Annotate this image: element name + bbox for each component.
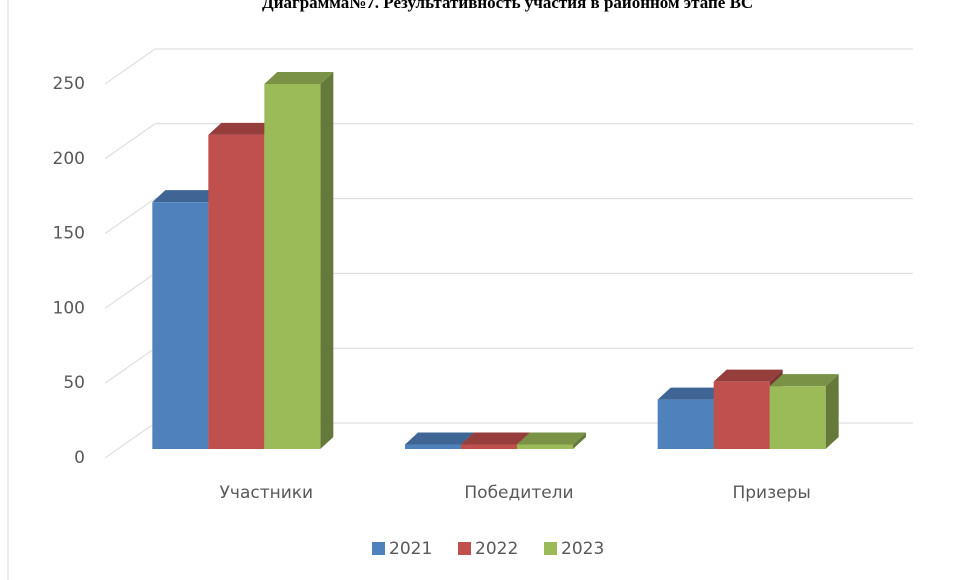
legend-label: 2022: [475, 539, 518, 559]
bar-side: [573, 432, 586, 449]
bar-front: [152, 202, 209, 449]
x-tick-label: Призеры: [732, 483, 810, 503]
bar-front: [208, 134, 265, 449]
bar-top: [657, 387, 727, 400]
bar-front: [405, 444, 461, 449]
bar-side: [825, 374, 839, 449]
y-tick-label: 150: [53, 224, 85, 244]
bar-front: [713, 381, 770, 449]
x-tick-label: Участники: [220, 483, 314, 503]
x-tick-label: Победители: [464, 483, 573, 503]
y-tick-label: 0: [74, 448, 85, 468]
bar-top: [517, 432, 586, 445]
legend-swatch: [372, 542, 385, 555]
y-tick-label: 250: [53, 74, 85, 94]
legend-label: 2021: [389, 539, 432, 559]
legend-swatch: [544, 542, 557, 555]
bar-top: [461, 432, 530, 445]
grid-line: [104, 48, 913, 85]
bar-top: [713, 369, 783, 382]
bar-top: [405, 432, 474, 445]
bar-front: [517, 444, 573, 449]
bar-top: [769, 374, 839, 387]
bar-top: [208, 122, 278, 135]
bar-front: [264, 83, 321, 449]
bar-side: [320, 71, 334, 449]
bar-front: [657, 399, 714, 449]
bar-front: [461, 444, 517, 449]
bar: [264, 71, 334, 449]
bar-front: [769, 386, 826, 449]
y-tick-label: 200: [53, 149, 85, 169]
bar-top: [264, 71, 334, 84]
legend-label: 2023: [561, 539, 604, 559]
bar-top: [152, 190, 222, 203]
y-tick-label: 50: [63, 373, 85, 393]
grid-line: [104, 123, 913, 160]
legend-swatch: [458, 542, 471, 555]
y-tick-label: 100: [53, 298, 85, 318]
bar: [769, 374, 839, 449]
chart-title: Диаграмма№7. Результативность участия в …: [262, 0, 753, 12]
grid-line: [104, 198, 913, 235]
bar: [517, 432, 586, 449]
